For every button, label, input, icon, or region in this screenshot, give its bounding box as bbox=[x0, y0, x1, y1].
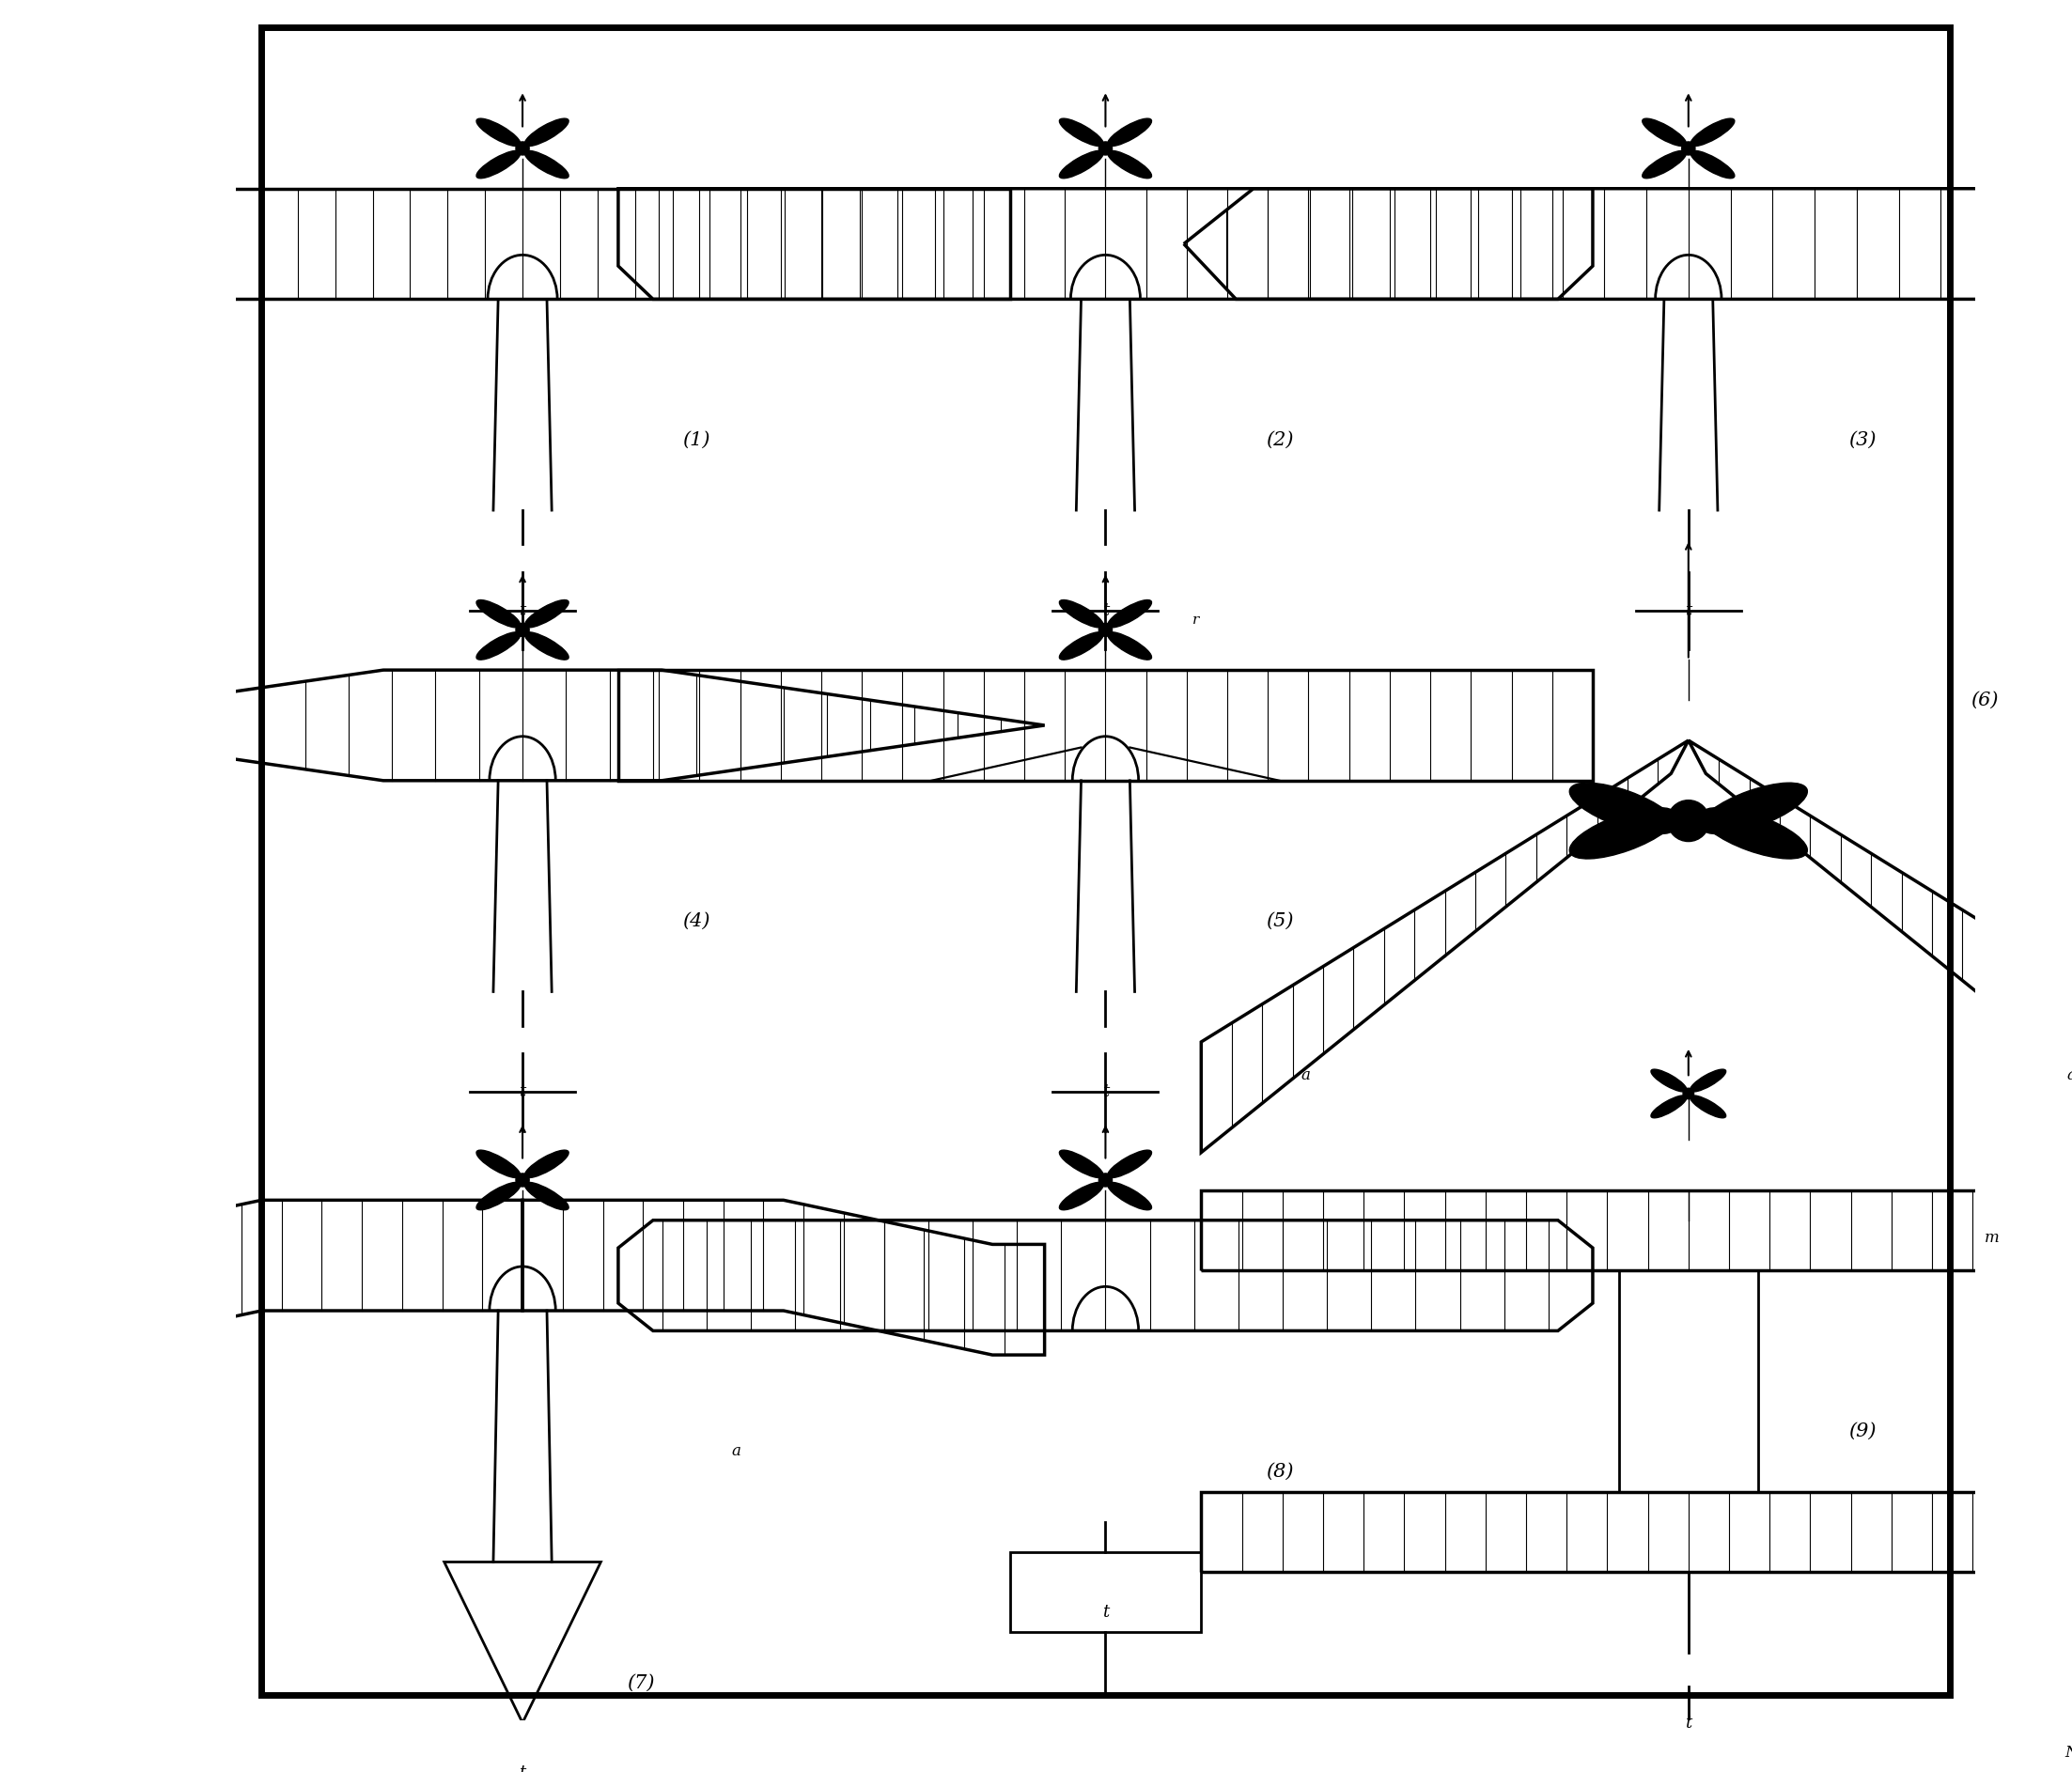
Bar bbox=[1009, 1552, 1202, 1632]
Ellipse shape bbox=[477, 119, 520, 145]
Ellipse shape bbox=[1651, 1069, 1687, 1092]
Text: (7): (7) bbox=[628, 1675, 655, 1692]
Ellipse shape bbox=[1701, 783, 1807, 835]
Circle shape bbox=[516, 624, 528, 636]
Text: (1): (1) bbox=[682, 431, 711, 448]
Text: a: a bbox=[1301, 1067, 1310, 1083]
Text: t: t bbox=[520, 1765, 526, 1772]
Text: t: t bbox=[1102, 1604, 1109, 1621]
Ellipse shape bbox=[1059, 633, 1104, 659]
Ellipse shape bbox=[1691, 1069, 1726, 1092]
Ellipse shape bbox=[1109, 1150, 1152, 1178]
Ellipse shape bbox=[1059, 151, 1104, 179]
Ellipse shape bbox=[1109, 633, 1152, 659]
Ellipse shape bbox=[1109, 119, 1152, 145]
Ellipse shape bbox=[1643, 151, 1687, 179]
Ellipse shape bbox=[1651, 1095, 1687, 1118]
Ellipse shape bbox=[1059, 119, 1104, 145]
Ellipse shape bbox=[477, 151, 520, 179]
Ellipse shape bbox=[1691, 1095, 1726, 1118]
Text: (6): (6) bbox=[1970, 691, 1997, 709]
Ellipse shape bbox=[477, 601, 520, 627]
Ellipse shape bbox=[1701, 808, 1807, 859]
Text: a: a bbox=[731, 1444, 740, 1460]
Ellipse shape bbox=[524, 151, 568, 179]
Text: t: t bbox=[520, 1084, 526, 1100]
Circle shape bbox=[516, 142, 528, 154]
Ellipse shape bbox=[1059, 1150, 1104, 1178]
Circle shape bbox=[1098, 1173, 1113, 1187]
Circle shape bbox=[1668, 801, 1709, 842]
Ellipse shape bbox=[524, 1182, 568, 1210]
Circle shape bbox=[516, 1173, 528, 1187]
Text: (3): (3) bbox=[1848, 431, 1877, 448]
Ellipse shape bbox=[1109, 601, 1152, 627]
Ellipse shape bbox=[477, 1182, 520, 1210]
Text: N: N bbox=[2064, 1745, 2072, 1761]
Ellipse shape bbox=[1109, 1182, 1152, 1210]
Ellipse shape bbox=[1569, 783, 1676, 835]
Text: (8): (8) bbox=[1266, 1462, 1293, 1480]
Ellipse shape bbox=[1643, 119, 1687, 145]
Text: t: t bbox=[1102, 602, 1109, 618]
Circle shape bbox=[1682, 142, 1695, 154]
Ellipse shape bbox=[524, 601, 568, 627]
FancyBboxPatch shape bbox=[261, 27, 1950, 1694]
Ellipse shape bbox=[1059, 1182, 1104, 1210]
Text: a: a bbox=[2066, 1067, 2072, 1083]
Text: (9): (9) bbox=[1848, 1423, 1877, 1441]
Text: t: t bbox=[1102, 1084, 1109, 1100]
Ellipse shape bbox=[477, 1150, 520, 1178]
Circle shape bbox=[1098, 142, 1113, 154]
Circle shape bbox=[1682, 1088, 1695, 1099]
Text: r: r bbox=[1193, 613, 1200, 626]
Circle shape bbox=[1098, 624, 1113, 636]
Ellipse shape bbox=[524, 1150, 568, 1178]
Ellipse shape bbox=[524, 119, 568, 145]
Text: t: t bbox=[520, 602, 526, 618]
Ellipse shape bbox=[1691, 151, 1734, 179]
Text: t: t bbox=[1685, 602, 1693, 618]
Ellipse shape bbox=[1109, 151, 1152, 179]
Ellipse shape bbox=[1569, 808, 1676, 859]
Ellipse shape bbox=[1691, 119, 1734, 145]
Text: t: t bbox=[1685, 1714, 1693, 1731]
Text: m: m bbox=[1985, 1230, 1999, 1246]
Ellipse shape bbox=[477, 633, 520, 659]
Text: (4): (4) bbox=[682, 913, 711, 930]
Ellipse shape bbox=[1059, 601, 1104, 627]
Ellipse shape bbox=[524, 633, 568, 659]
Text: (5): (5) bbox=[1266, 913, 1293, 930]
Text: (2): (2) bbox=[1266, 431, 1293, 448]
